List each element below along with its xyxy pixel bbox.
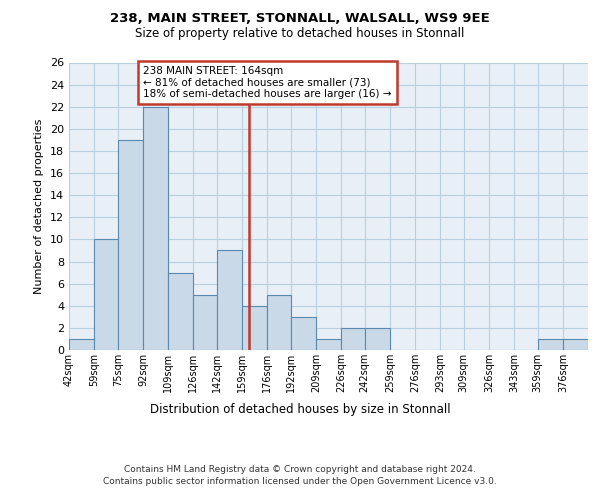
Bar (94, 240, 118, 350)
Text: 238 MAIN STREET: 164sqm
← 81% of detached houses are smaller (73)
18% of semi-de: 238 MAIN STREET: 164sqm ← 81% of detache… (143, 66, 391, 99)
Bar (538, 339, 563, 350)
Bar (217, 250, 242, 350)
Text: 238, MAIN STREET, STONNALL, WALSALL, WS9 9EE: 238, MAIN STREET, STONNALL, WALSALL, WS9… (110, 12, 490, 26)
Text: Contains public sector information licensed under the Open Government Licence v3: Contains public sector information licen… (103, 478, 497, 486)
Bar (267, 294, 291, 350)
Text: Size of property relative to detached houses in Stonnall: Size of property relative to detached ho… (136, 28, 464, 40)
Bar (341, 328, 365, 350)
Bar (365, 328, 390, 350)
Bar (118, 140, 143, 350)
Bar (291, 317, 316, 350)
Text: Distribution of detached houses by size in Stonnall: Distribution of detached houses by size … (149, 402, 451, 415)
Bar (143, 106, 168, 350)
Y-axis label: Number of detached properties: Number of detached properties (34, 118, 44, 294)
Bar (563, 339, 588, 350)
Bar (168, 272, 193, 350)
Bar (69, 339, 94, 350)
Bar (193, 294, 217, 350)
Bar (316, 339, 341, 350)
Text: Contains HM Land Registry data © Crown copyright and database right 2024.: Contains HM Land Registry data © Crown c… (124, 465, 476, 474)
Bar (242, 306, 267, 350)
